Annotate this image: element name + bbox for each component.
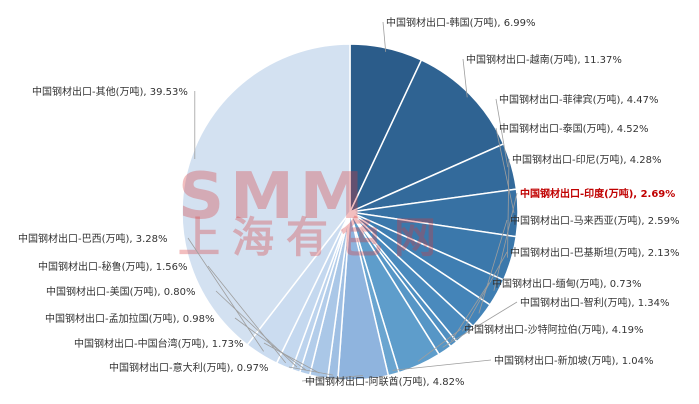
slice-label-缅甸: 中国钢材出口-缅甸(万吨), 0.73% <box>492 277 642 290</box>
leader-line-17 <box>215 290 298 368</box>
pie-slices <box>181 43 519 381</box>
leader-line-7 <box>478 219 508 314</box>
slice-label-智利: 中国钢材出口-智利(万吨), 1.34% <box>520 296 670 309</box>
slice-label-秘鲁: 中国钢材出口-秘鲁(万吨), 1.56% <box>38 260 188 273</box>
leader-line-5 <box>507 158 510 258</box>
slice-label-中国台湾: 中国钢材出口-中国台湾(万吨), 1.73% <box>74 337 244 350</box>
slice-label-巴基斯坦: 中国钢材出口-巴基斯坦(万吨), 2.13% <box>510 246 680 259</box>
slice-label-孟加拉国: 中国钢材出口-孟加拉国(万吨), 0.98% <box>45 312 215 325</box>
pie-slice-20 <box>181 43 351 346</box>
leader-line-11 <box>417 328 462 362</box>
slice-label-其他: 中国钢材出口-其他(万吨), 39.53% <box>32 85 188 98</box>
slice-label-越南: 中国钢材出口-越南(万吨), 11.37% <box>466 53 622 66</box>
slice-label-新加坡: 中国钢材出口-新加坡(万吨), 1.04% <box>494 354 654 367</box>
slice-label-印尼: 中国钢材出口-印尼(万吨), 4.28% <box>512 153 662 166</box>
leader-line-13 <box>301 375 363 382</box>
slice-label-美国: 中国钢材出口-美国(万吨), 0.80% <box>46 285 196 298</box>
leader-line-2 <box>462 58 468 98</box>
slice-label-菲律宾: 中国钢材出口-菲律宾(万吨), 4.47% <box>499 93 659 106</box>
slice-label-阿联酋: 中国钢材出口-阿联酋(万吨), 4.82% <box>305 375 465 388</box>
slice-label-沙特阿拉伯: 中国钢材出口-沙特阿拉伯(万吨), 4.19% <box>464 323 644 336</box>
slice-labels: 中国钢材出口-韩国(万吨), 6.99% 中国钢材出口-越南(万吨), 11.37… <box>18 16 680 388</box>
pie-slice-2 <box>348 58 505 214</box>
slice-label-韩国: 中国钢材出口-韩国(万吨), 6.99% <box>386 16 536 29</box>
leader-line-15 <box>263 342 320 374</box>
slice-label-意大利: 中国钢材出口-意大利(万吨), 0.97% <box>109 361 269 374</box>
leader-line-1 <box>382 21 387 52</box>
leader-line-3 <box>495 98 509 168</box>
leader-line-6 <box>493 192 518 291</box>
slice-label-印度: 中国钢材出口-印度(万吨), 2.69% <box>520 187 675 200</box>
leader-line-8 <box>462 251 508 332</box>
watermark-text: 上海有色网 <box>178 213 448 262</box>
leader-line-18 <box>207 265 287 364</box>
slice-label-泰国: 中国钢材出口-泰国(万吨), 4.52% <box>499 122 649 135</box>
slice-label-马来西亚: 中国钢材出口-马来西亚(万吨), 2.59% <box>510 214 680 227</box>
leader-lines <box>187 21 518 382</box>
leader-line-14 <box>288 366 334 376</box>
leader-line-19 <box>187 237 264 352</box>
watermark-logo: SMM <box>178 160 369 234</box>
smm-watermark: SMM 上海有色网 <box>178 160 448 262</box>
leader-line-4 <box>495 127 515 213</box>
leader-line-10 <box>442 301 518 348</box>
slice-label-巴西: 中国钢材出口-巴西(万吨), 3.28% <box>18 232 168 245</box>
leader-line-12 <box>392 359 492 371</box>
